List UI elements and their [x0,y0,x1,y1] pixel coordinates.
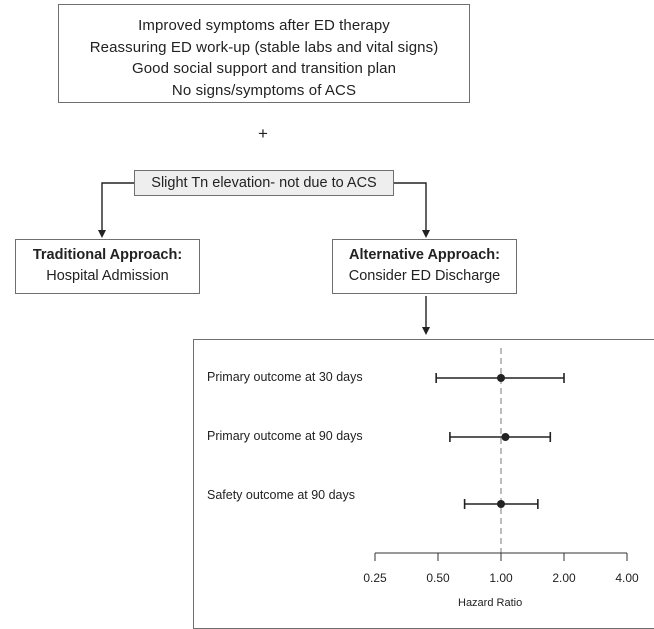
row-label-safety-90: Safety outcome at 90 days [207,488,356,502]
point-estimate [497,500,505,508]
troponin-box: Slight Tn elevation- not due to ACS [134,170,394,196]
traditional-approach-subtitle: Hospital Admission [46,268,169,284]
tick-label: 0.50 [426,571,450,585]
tick-label: 0.25 [363,571,387,585]
alternative-approach-box: Alternative Approach: Consider ED Discha… [332,239,517,294]
alternative-approach-title: Alternative Approach: [349,247,500,263]
criteria-line-4: No signs/symptoms of ACS [171,81,357,99]
tick-label: 4.00 [615,571,639,585]
traditional-approach-title: Traditional Approach: [32,247,183,263]
criteria-box: Improved symptoms after ED therapy Reass… [58,4,470,103]
criteria-line-1: Improved symptoms after ED therapy [138,17,390,34]
tick-label: 1.00 [489,571,513,585]
row-label-primary-30: Primary outcome at 30 days [207,370,363,384]
row-label-primary-90: Primary outcome at 90 days [207,429,363,443]
point-estimate [501,433,510,441]
x-axis-title: Hazard Ratio [458,597,523,609]
criteria-line-3: Good social support and transition plan [131,60,397,77]
plus-sign: + [258,124,268,143]
criteria-line-2: Reassuring ED work-up (stable labs and v… [89,38,439,56]
point-estimate [497,374,505,382]
connector-left [98,182,134,238]
alternative-approach-subtitle: Consider ED Discharge [348,268,501,284]
tick-label: 2.00 [552,571,576,585]
forest-plot [374,348,628,561]
traditional-approach-box: Traditional Approach: Hospital Admission [15,239,200,294]
flowchart-connectors [98,182,430,335]
connector-right [394,182,430,238]
